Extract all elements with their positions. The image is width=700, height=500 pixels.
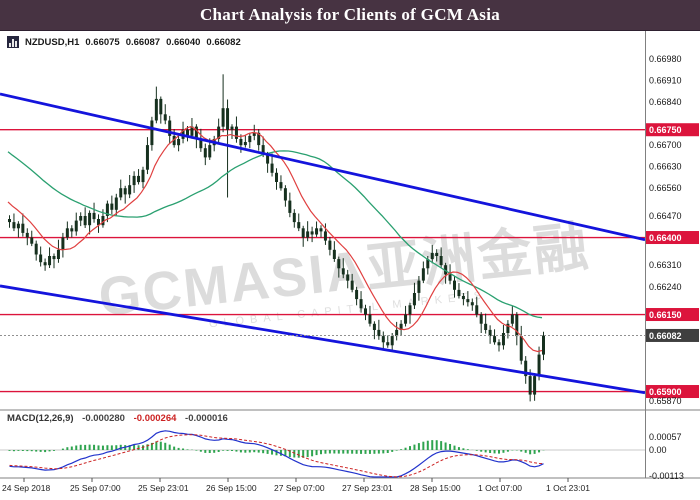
current-price-badge-text: 0.66082	[649, 331, 682, 341]
time-axis-label: 1 Oct 23:01	[546, 483, 590, 493]
time-axis-label: 27 Sep 07:00	[274, 483, 325, 493]
symbol-timeframe-label: NZDUSD,H1	[25, 36, 80, 48]
macd-signal-line	[9, 434, 544, 478]
low-price-value: 0.66040	[166, 36, 201, 48]
macd-pane	[0, 430, 645, 478]
horizontal-levels-layer[interactable]	[0, 129, 645, 393]
price-axis-label: 0.66630	[649, 162, 682, 172]
price-axis-label: 0.66310	[649, 260, 682, 270]
high-price-value: 0.66087	[125, 36, 161, 48]
price-axis-label: 0.66700	[649, 140, 682, 150]
moving-averages-layer	[7, 125, 543, 353]
price-level-badge	[646, 231, 699, 245]
candles-layer	[8, 74, 545, 402]
price-axis-label: 0.65870	[649, 396, 682, 406]
price-axis-label: 0.66560	[649, 183, 682, 193]
price-level-badge	[646, 308, 699, 322]
macd-axis-label: 0.00057	[649, 432, 682, 442]
macd-main-value: -0.000280	[82, 413, 125, 424]
price-level-badge-text: 0.66150	[649, 310, 682, 320]
trendlines-layer[interactable]	[0, 92, 646, 395]
chart-frame	[0, 30, 700, 479]
price-axis-label: 0.66910	[649, 75, 682, 85]
macd-histogram-value: -0.000016	[185, 413, 228, 424]
time-axis-label: 27 Sep 23:01	[342, 483, 393, 493]
price-axis-label: 0.66840	[649, 97, 682, 107]
symbol-header: NZDUSD,H1 0.66075 0.66087 0.66040 0.6608…	[7, 36, 241, 48]
time-axis[interactable]: 24 Sep 2018 25 Sep 07:00 25 Sep 23:01 26 Se…	[2, 478, 590, 493]
title-bar: Chart Analysis for Clients of GCM Asia	[0, 0, 700, 31]
macd-indicator-name: MACD(12,26,9)	[7, 413, 74, 424]
chart-type-icon	[7, 36, 19, 48]
price-level-badge-text: 0.66400	[649, 233, 682, 243]
price-axis-label: 0.66240	[649, 282, 682, 292]
trendline-upper[interactable]	[0, 92, 646, 242]
macd-indicator-header: MACD(12,26,9) -0.000280 -0.000264 -0.000…	[7, 413, 234, 424]
trendline-lower[interactable]	[0, 284, 646, 395]
time-axis-label: 25 Sep 23:01	[138, 483, 189, 493]
price-axis-label: 0.66980	[649, 54, 682, 64]
time-axis-label: 1 Oct 07:00	[478, 483, 522, 493]
price-level-badge-text: 0.66750	[649, 125, 682, 135]
fast-ma-line	[7, 125, 543, 353]
price-level-badge	[646, 385, 699, 399]
time-axis-label: 25 Sep 07:00	[70, 483, 121, 493]
macd-axis-label: -0.00113	[649, 471, 684, 481]
price-level-badge	[646, 123, 699, 137]
page-title: Chart Analysis for Clients of GCM Asia	[199, 5, 501, 24]
price-axis-label: 0.66470	[649, 211, 682, 221]
time-axis-label: 26 Sep 15:00	[206, 483, 257, 493]
macd-main-line	[9, 430, 544, 478]
macd-axis-labels: 0.00057 0.00 -0.00113	[649, 432, 684, 481]
macd-axis-label: 0.00	[649, 445, 667, 455]
price-axis[interactable]: 0.66750 0.66400 0.66150 0.65900 0.66980 0.669…	[646, 54, 699, 406]
time-axis-label: 28 Sep 15:00	[410, 483, 461, 493]
open-price-value: 0.66075	[85, 36, 120, 48]
price-level-badge-text: 0.65900	[649, 387, 682, 397]
current-price-badge	[646, 328, 699, 342]
macd-signal-value: -0.000264	[133, 413, 177, 424]
time-axis-label: 24 Sep 2018	[2, 483, 50, 493]
close-price-value: 0.66082	[206, 36, 241, 48]
